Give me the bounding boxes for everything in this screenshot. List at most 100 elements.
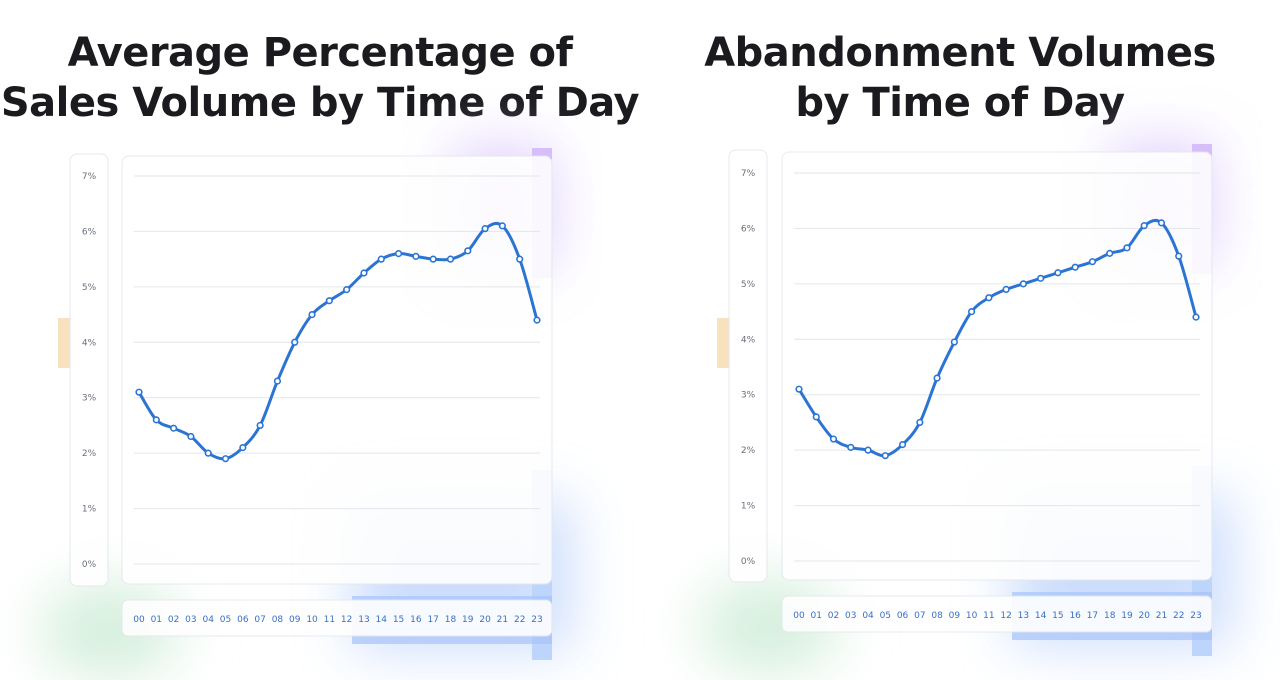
x-tick-label: 12 <box>341 615 352 625</box>
x-tick-label: 01 <box>151 615 162 625</box>
decor-orange-accent <box>717 318 731 368</box>
x-tick-label: 10 <box>306 615 318 625</box>
data-point <box>516 255 524 263</box>
x-tick-label: 03 <box>185 615 196 625</box>
data-point <box>239 444 247 452</box>
y-tick-label: 5% <box>741 280 756 290</box>
x-tick-label: 17 <box>1087 611 1098 621</box>
chart-title-line-2: by Time of Day <box>795 80 1125 126</box>
data-point <box>429 255 437 263</box>
data-point <box>968 307 976 316</box>
data-point <box>1037 274 1045 282</box>
x-tick-label: 05 <box>220 615 231 625</box>
x-tick-label: 19 <box>1121 611 1133 621</box>
x-tick-label: 20 <box>1138 611 1150 621</box>
data-point <box>795 385 803 393</box>
data-point <box>221 455 230 463</box>
decor-orange-accent <box>58 318 72 368</box>
data-point <box>481 225 489 233</box>
data-point <box>1071 263 1079 271</box>
x-tick-label: 09 <box>289 615 301 625</box>
data-point <box>1054 269 1062 277</box>
data-point <box>360 269 368 277</box>
y-tick-label: 2% <box>741 446 756 456</box>
x-tick-label: 01 <box>811 611 822 621</box>
data-point <box>1123 244 1131 252</box>
data-point <box>933 374 941 382</box>
data-point <box>985 294 993 302</box>
y-tick-label: 4% <box>82 338 97 348</box>
y-tick-label: 1% <box>82 505 97 515</box>
data-point <box>464 247 472 255</box>
x-tick-label: 16 <box>410 615 422 625</box>
chart-title-line-1: Abandonment Volumes <box>704 30 1216 76</box>
x-tick-label: 08 <box>272 615 284 625</box>
data-point <box>325 297 333 305</box>
x-tick-label: 08 <box>931 611 943 621</box>
x-tick-label: 02 <box>168 615 179 625</box>
data-point <box>343 286 351 294</box>
x-tick-label: 18 <box>1104 611 1116 621</box>
y-tick-label: 4% <box>741 335 756 345</box>
data-point <box>135 388 143 396</box>
x-tick-label: 14 <box>1035 611 1047 621</box>
data-point <box>394 250 403 258</box>
data-point <box>881 452 889 460</box>
x-tick-label: 13 <box>358 615 369 625</box>
x-tick-label: 00 <box>793 611 805 621</box>
y-tick-label: 3% <box>82 394 97 404</box>
left-chart-panel: Average Percentage of Sales Volume by Ti… <box>0 30 640 678</box>
x-tick-label: 06 <box>897 611 909 621</box>
y-tick-label: 7% <box>741 169 756 179</box>
plot-area <box>781 151 1213 581</box>
data-point <box>1002 285 1010 294</box>
x-tick-label: 03 <box>845 611 856 621</box>
y-axis-card <box>69 153 109 587</box>
x-tick-label: 23 <box>531 615 542 625</box>
x-tick-label: 04 <box>202 615 214 625</box>
data-point <box>187 432 195 441</box>
x-tick-label: 20 <box>479 615 491 625</box>
x-tick-label: 07 <box>914 611 925 621</box>
data-point <box>273 377 282 385</box>
x-tick-label: 07 <box>254 615 265 625</box>
chart-title-line-2: Sales Volume by Time of Day <box>0 80 640 126</box>
x-tick-label: 10 <box>966 611 978 621</box>
y-tick-label: 0% <box>82 560 97 570</box>
x-tick-label: 06 <box>237 615 249 625</box>
data-point <box>204 449 212 457</box>
abandonment-volume-chart: 0% 1% 2% 3% 4% 5% 6% 7% 00 01 02 03 04 05 06 07 08 09 10 11… <box>699 144 1232 674</box>
data-point <box>847 443 855 451</box>
chart-title: Abandonment Volumes by Time of Day <box>640 28 1280 128</box>
chart-title-line-1: Average Percentage of <box>67 30 573 76</box>
y-tick-label: 7% <box>82 172 97 182</box>
y-tick-label: 3% <box>741 391 756 401</box>
y-axis-card <box>728 149 768 583</box>
data-point <box>1088 258 1097 266</box>
sales-volume-chart: 0% 1% 2% 3% 4% 5% 6% 7% 00 01 02 03 04 05 06 07 08 09 10 11… <box>40 148 572 678</box>
x-tick-label: 18 <box>445 615 457 625</box>
y-tick-label: 1% <box>741 502 756 512</box>
x-tick-label: 02 <box>828 611 839 621</box>
y-tick-label: 6% <box>82 227 97 237</box>
data-point <box>152 416 160 424</box>
x-tick-label: 13 <box>1018 611 1029 621</box>
data-point <box>377 255 385 263</box>
x-tick-label: 21 <box>497 615 508 625</box>
x-tick-label: 15 <box>393 615 404 625</box>
x-axis-band <box>781 595 1213 633</box>
data-point <box>291 338 299 346</box>
data-point <box>1175 252 1183 260</box>
data-point <box>1106 249 1114 257</box>
x-tick-label: 09 <box>949 611 961 621</box>
x-tick-label: 19 <box>462 615 474 625</box>
x-tick-label: 04 <box>862 611 874 621</box>
data-point <box>950 338 958 346</box>
x-tick-label: 11 <box>324 615 335 625</box>
data-point <box>812 413 820 421</box>
data-point <box>1019 280 1027 288</box>
y-tick-label: 0% <box>741 557 756 567</box>
data-point <box>446 255 455 263</box>
x-tick-label: 12 <box>1000 611 1011 621</box>
right-chart-panel: Abandonment Volumes by Time of Day 0% 1% 2… <box>640 0 1280 680</box>
